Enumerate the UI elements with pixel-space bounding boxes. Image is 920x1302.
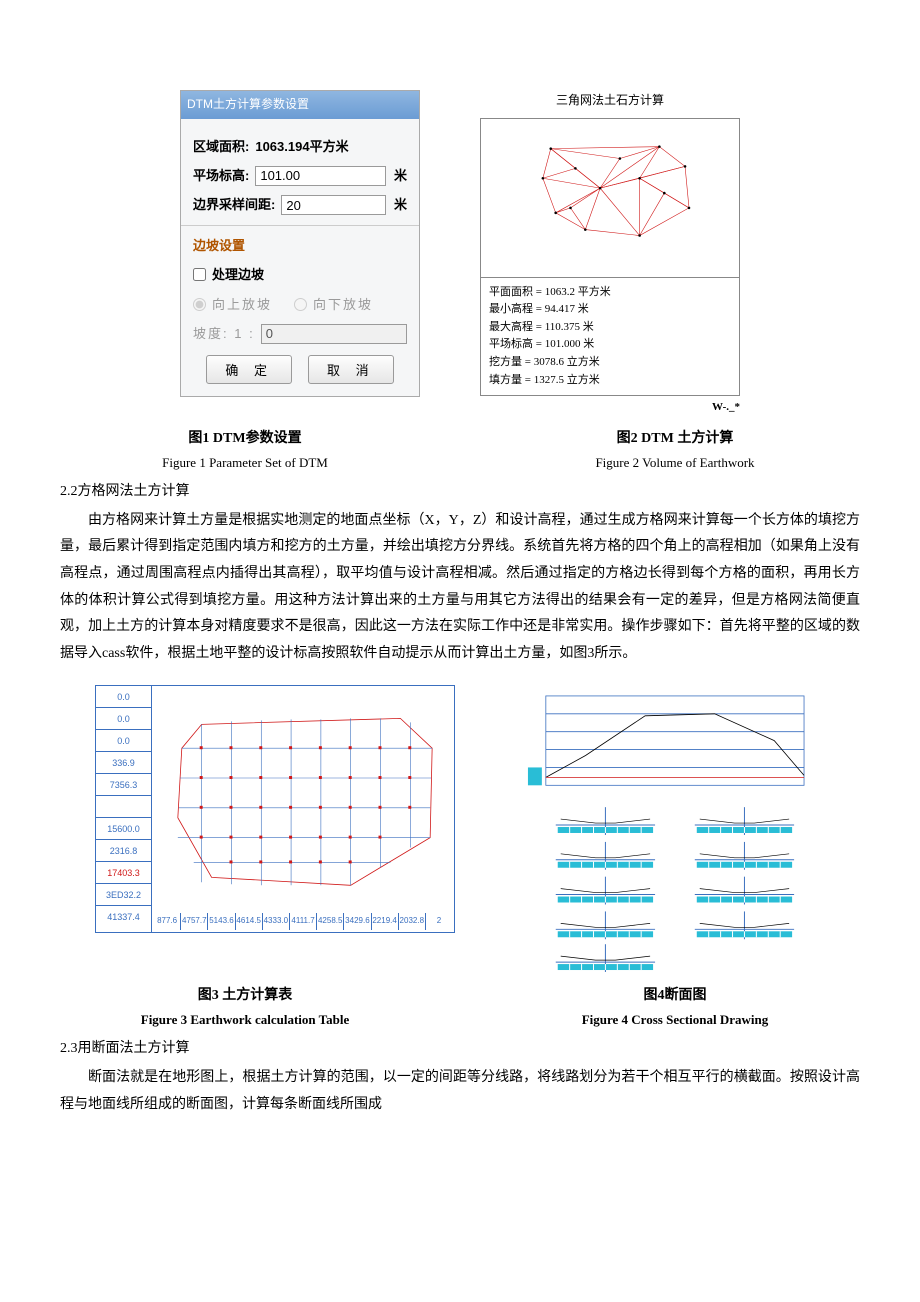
elev-label: 平场标高: [193, 164, 249, 187]
fig3-cell: 0.0 [96, 730, 151, 752]
area-value: 1063.194平方米 [255, 135, 348, 158]
paragraph-2-3: 断面法就是在地形图上，根据土方计算的范围，以一定的间距等分线路，将线路划分为若干… [60, 1065, 860, 1118]
elev-unit: 米 [394, 164, 407, 187]
triangulation-icon [481, 119, 739, 277]
slope-up-radio[interactable] [193, 298, 206, 311]
fig3-cell: 7356.3 [96, 774, 151, 796]
cross-section-icon [506, 686, 824, 974]
fig3-cell: 4757.7 [180, 913, 207, 929]
fig3-cell: 0.0 [96, 708, 151, 730]
grid-mesh-icon [152, 686, 454, 932]
slope-ratio-input[interactable] [261, 324, 407, 344]
fig3-cell: 4333.0 [262, 913, 289, 929]
fig3-caption-en: Figure 3 Earthwork calculation Table [60, 1008, 430, 1031]
fig3-cell: 2 [425, 913, 452, 929]
slope-dir-row: 向上放坡 向下放坡 [193, 293, 407, 316]
caption-row-1: 图1 DTM参数设置 图2 DTM 土方计算 [60, 426, 860, 451]
fig3-cell: 3ED32.2 [96, 884, 151, 906]
fig3-cell: 0.0 [96, 686, 151, 708]
fig3-cell: 4614.5 [235, 913, 262, 929]
ok-button[interactable]: 确 定 [206, 355, 292, 384]
slope-up-label: 向上放坡 [212, 293, 272, 316]
elev-row: 平场标高: 米 [193, 164, 407, 187]
sample-unit: 米 [394, 193, 407, 216]
slope-down-radio[interactable] [294, 298, 307, 311]
caption-row-2: 图3 土方计算表 图4断面图 [60, 983, 860, 1008]
fig3-cell: 2032.8 [398, 913, 425, 929]
slope-title: 边坡设置 [193, 234, 407, 257]
fig3-cell: 5143.6 [207, 913, 234, 929]
fig3-cell: 877.6 [154, 913, 180, 929]
fig3-bottom-row: 877.6 4757.7 5143.6 4614.5 4333.0 4111.7… [154, 913, 452, 929]
fig3-cell: 4258.5 [316, 913, 343, 929]
fig3-cell: 336.9 [96, 752, 151, 774]
dialog-buttons: 确 定 取 消 [193, 355, 407, 384]
fig3-cell: 15600.0 [96, 818, 151, 840]
cancel-button[interactable]: 取 消 [308, 355, 394, 384]
sample-input[interactable] [281, 195, 386, 215]
figure-4-col [505, 685, 825, 975]
fig1-caption-cn: 图1 DTM参数设置 [60, 426, 430, 451]
dtm-row: 最小高程 = 94.417 米 [489, 301, 731, 319]
area-label: 区域面积: [193, 135, 249, 158]
section-2-3: 2.3用断面法土方计算 [60, 1036, 860, 1061]
dialog-separator [181, 225, 419, 226]
dialog-title: DTM土方计算参数设置 [181, 91, 419, 119]
fig3-cell [96, 796, 151, 818]
process-slope-checkbox[interactable] [193, 268, 206, 281]
cross-section-drawing [505, 685, 825, 975]
slope-ratio-label: 坡度: 1 : [193, 322, 255, 345]
fig2-caption-cn: 图2 DTM 土方计算 [490, 426, 860, 451]
fig3-cell: 41337.4 [96, 906, 151, 928]
fig3-cell: 3429.6 [343, 913, 370, 929]
paragraph-2-2: 由方格网来计算土方量是根据实地测定的地面点坐标（X，Y，Z）和设计高程，通过生成… [60, 508, 860, 668]
earthwork-table: 0.0 0.0 0.0 336.9 7356.3 15600.0 2316.8 … [95, 685, 455, 933]
fig3-caption-cn: 图3 土方计算表 [60, 983, 430, 1008]
fig3-cell: 17403.3 [96, 862, 151, 884]
fig3-cell: 2219.4 [371, 913, 398, 929]
slope-ratio-row: 坡度: 1 : [193, 322, 407, 345]
fig4-caption-cn: 图4断面图 [490, 983, 860, 1008]
dtm-foot: W-._* [480, 398, 740, 418]
dtm-title: 三角网法土石方计算 [480, 90, 740, 112]
figure-row-1: DTM土方计算参数设置 区域面积: 1063.194平方米 平场标高: 米 边界… [60, 90, 860, 418]
dtm-row: 挖方量 = 3078.6 立方米 [489, 354, 731, 372]
fig3-cell: 2316.8 [96, 840, 151, 862]
elev-input[interactable] [255, 166, 386, 186]
caption-row-2-en: Figure 3 Earthwork calculation Table Fig… [60, 1008, 860, 1031]
process-slope-row: 处理边坡 [193, 263, 407, 286]
dtm-row: 平面面积 = 1063.2 平方米 [489, 284, 731, 302]
dtm-canvas [480, 118, 740, 278]
figure-3-col: 0.0 0.0 0.0 336.9 7356.3 15600.0 2316.8 … [95, 685, 455, 975]
caption-row-1-en: Figure 1 Parameter Set of DTM Figure 2 V… [60, 451, 860, 474]
section-2-2: 2.2方格网法土方计算 [60, 479, 860, 504]
process-slope-label: 处理边坡 [212, 263, 264, 286]
fig3-cell: 4111.7 [289, 913, 316, 929]
dtm-row: 最大高程 = 110.375 米 [489, 319, 731, 337]
fig2-caption-en: Figure 2 Volume of Earthwork [490, 451, 860, 474]
dtm-info: 平面面积 = 1063.2 平方米 最小高程 = 94.417 米 最大高程 =… [480, 278, 740, 397]
fig3-left-col: 0.0 0.0 0.0 336.9 7356.3 15600.0 2316.8 … [96, 686, 152, 932]
area-row: 区域面积: 1063.194平方米 [193, 135, 407, 158]
fig3-main: 877.6 4757.7 5143.6 4614.5 4333.0 4111.7… [152, 686, 454, 932]
dtm-result-panel: 三角网法土石方计算 [480, 90, 740, 418]
fig1-caption-en: Figure 1 Parameter Set of DTM [60, 451, 430, 474]
sample-row: 边界采样间距: 米 [193, 193, 407, 216]
figure-1-col: DTM土方计算参数设置 区域面积: 1063.194平方米 平场标高: 米 边界… [180, 90, 420, 397]
fig4-caption-en: Figure 4 Cross Sectional Drawing [490, 1008, 860, 1031]
figure-row-2: 0.0 0.0 0.0 336.9 7356.3 15600.0 2316.8 … [60, 685, 860, 975]
sample-label: 边界采样间距: [193, 193, 275, 216]
dtm-row: 平场标高 = 101.000 米 [489, 336, 731, 354]
dialog-body: 区域面积: 1063.194平方米 平场标高: 米 边界采样间距: 米 边坡设置 [181, 119, 419, 397]
figure-2-col: 三角网法土石方计算 [480, 90, 740, 418]
slope-down-label: 向下放坡 [313, 293, 373, 316]
dtm-param-dialog: DTM土方计算参数设置 区域面积: 1063.194平方米 平场标高: 米 边界… [180, 90, 420, 397]
dtm-row: 填方量 = 1327.5 立方米 [489, 372, 731, 390]
